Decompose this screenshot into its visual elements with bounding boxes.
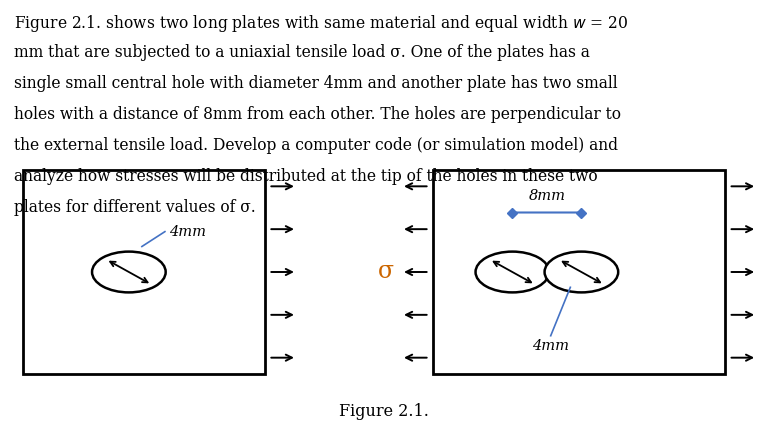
Text: σ: σ (377, 261, 394, 283)
Text: single small central hole with diameter 4mm and another plate has two small: single small central hole with diameter … (14, 75, 617, 92)
Text: mm that are subjected to a uniaxial tensile load σ. One of the plates has a: mm that are subjected to a uniaxial tens… (14, 44, 590, 61)
Bar (23, 170, 265, 374)
Bar (433, 170, 725, 374)
Text: Figure 2.1.: Figure 2.1. (338, 403, 429, 420)
Text: 8mm: 8mm (528, 189, 565, 203)
Circle shape (476, 252, 549, 292)
Text: analyze how stresses will be distributed at the tip of the holes in these two: analyze how stresses will be distributed… (14, 168, 597, 185)
Text: the external tensile load. Develop a computer code (or simulation model) and: the external tensile load. Develop a com… (14, 137, 617, 154)
Text: 4mm: 4mm (169, 225, 206, 238)
Text: plates for different values of σ.: plates for different values of σ. (14, 199, 255, 216)
Text: holes with a distance of 8mm from each other. The holes are perpendicular to: holes with a distance of 8mm from each o… (14, 106, 621, 123)
Text: Figure 2.1. shows two long plates with same material and equal width $w$ = 20: Figure 2.1. shows two long plates with s… (14, 13, 628, 34)
Text: 4mm: 4mm (532, 339, 569, 353)
Circle shape (92, 252, 166, 292)
Circle shape (545, 252, 618, 292)
